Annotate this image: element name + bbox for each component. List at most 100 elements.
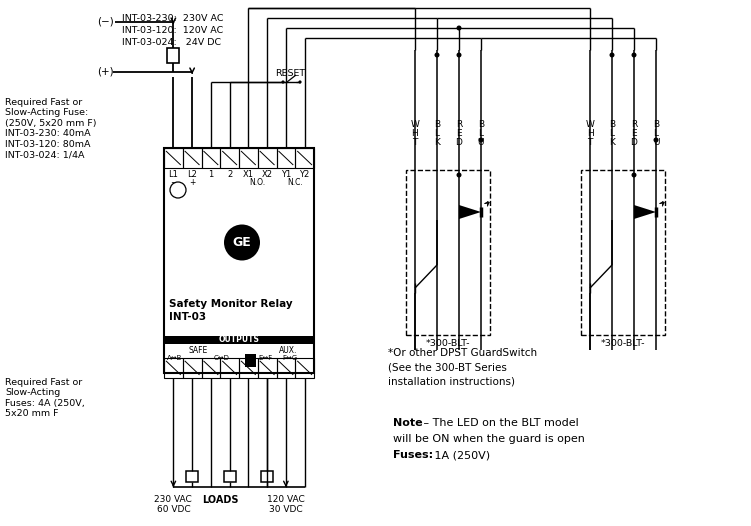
- Text: B: B: [653, 120, 659, 129]
- Text: installation instructions): installation instructions): [388, 376, 515, 386]
- Circle shape: [610, 53, 614, 57]
- Circle shape: [653, 137, 659, 143]
- Text: Fuses:: Fuses:: [393, 450, 433, 460]
- Text: (See the 300-BT Series: (See the 300-BT Series: [388, 362, 507, 372]
- Text: L: L: [435, 129, 439, 138]
- Text: E: E: [456, 129, 462, 138]
- Text: X2: X2: [261, 170, 273, 179]
- Text: A↔B: A↔B: [167, 355, 182, 361]
- Text: will be ON when the guard is open: will be ON when the guard is open: [393, 434, 585, 444]
- Bar: [201, 148, 220, 168]
- Text: 2: 2: [227, 170, 232, 179]
- Text: L2: L2: [187, 170, 197, 179]
- Text: *300-BLT-: *300-BLT-: [601, 339, 645, 348]
- Text: INT-03-230:  230V AC: INT-03-230: 230V AC: [122, 14, 224, 23]
- Bar: [239, 148, 258, 168]
- Text: 1A (250V): 1A (250V): [431, 450, 490, 460]
- Text: – The LED on the BLT model: – The LED on the BLT model: [420, 418, 579, 428]
- Text: N.C.: N.C.: [288, 178, 303, 187]
- Text: L: L: [610, 129, 614, 138]
- Text: L1: L1: [168, 170, 178, 179]
- Text: H: H: [412, 129, 418, 138]
- Text: Y2: Y2: [300, 170, 309, 179]
- Text: INT-03: INT-03: [169, 312, 206, 322]
- Bar: [182, 148, 201, 168]
- Text: D: D: [456, 138, 463, 147]
- Circle shape: [632, 53, 637, 57]
- Text: U: U: [478, 138, 484, 147]
- Text: R: R: [456, 120, 462, 129]
- Circle shape: [457, 173, 462, 177]
- Text: B: B: [478, 120, 484, 129]
- Circle shape: [282, 80, 285, 84]
- Bar: [167, 48, 179, 63]
- Bar: [258, 358, 276, 378]
- Text: *Or other DPST GuardSwitch: *Or other DPST GuardSwitch: [388, 348, 537, 358]
- Bar: [220, 148, 239, 168]
- Text: −: −: [170, 178, 176, 187]
- Text: L: L: [653, 129, 659, 138]
- Text: *300-BLT-: *300-BLT-: [426, 339, 470, 348]
- Bar: [182, 358, 201, 378]
- Bar: [201, 358, 220, 378]
- Text: F↔G: F↔G: [282, 355, 297, 361]
- Text: OUTPUTS: OUTPUTS: [219, 336, 259, 345]
- Bar: [295, 148, 314, 168]
- Text: X1: X1: [243, 170, 254, 179]
- Text: D: D: [631, 138, 638, 147]
- Bar: [246, 354, 256, 367]
- Text: INT-03-024:   24V DC: INT-03-024: 24V DC: [122, 38, 221, 47]
- Bar: [406, 170, 490, 335]
- Text: H: H: [587, 129, 593, 138]
- Text: L: L: [478, 129, 484, 138]
- Text: B: B: [609, 120, 615, 129]
- Text: E↔F: E↔F: [258, 355, 273, 361]
- Bar: [261, 471, 273, 482]
- Circle shape: [478, 137, 484, 143]
- Bar: [258, 148, 276, 168]
- Text: SAFE: SAFE: [189, 346, 208, 355]
- Bar: [164, 148, 182, 168]
- Text: 120 VAC
30 VDC: 120 VAC 30 VDC: [267, 495, 305, 514]
- Circle shape: [632, 173, 637, 177]
- Bar: [224, 471, 236, 482]
- Text: C↔D: C↔D: [213, 355, 229, 361]
- Circle shape: [435, 53, 439, 57]
- Text: 1: 1: [208, 170, 213, 179]
- Bar: [276, 358, 295, 378]
- Text: E: E: [631, 129, 637, 138]
- Text: U: U: [653, 138, 659, 147]
- Circle shape: [224, 225, 260, 260]
- Bar: [239, 358, 258, 378]
- Text: K: K: [609, 138, 615, 147]
- Bar: [186, 471, 198, 482]
- Text: T: T: [587, 138, 593, 147]
- Text: RESET: RESET: [275, 69, 305, 78]
- Bar: [276, 148, 295, 168]
- Circle shape: [170, 182, 186, 198]
- Polygon shape: [459, 205, 481, 219]
- Circle shape: [457, 53, 462, 57]
- Text: 230 VAC
60 VDC: 230 VAC 60 VDC: [155, 495, 192, 514]
- Bar: [164, 358, 182, 378]
- Text: W: W: [411, 120, 420, 129]
- Bar: [164, 148, 314, 373]
- Text: W: W: [586, 120, 595, 129]
- Circle shape: [298, 80, 302, 84]
- Text: Required Fast or
Slow-Acting
Fuses: 4A (250V,
5x20 mm F: Required Fast or Slow-Acting Fuses: 4A (…: [5, 378, 85, 418]
- Bar: [581, 170, 665, 335]
- Text: GE: GE: [233, 236, 252, 249]
- Text: K: K: [434, 138, 440, 147]
- Text: Note: Note: [393, 418, 423, 428]
- Bar: [220, 358, 239, 378]
- Text: Safety Monitor Relay: Safety Monitor Relay: [169, 299, 293, 309]
- Circle shape: [457, 25, 462, 31]
- Text: Y1: Y1: [281, 170, 291, 179]
- Text: Required Fast or
Slow-Acting Fuse:
(250V, 5x20 mm F)
INT-03-230: 40mA
INT-03-120: Required Fast or Slow-Acting Fuse: (250V…: [5, 98, 96, 159]
- Text: +: +: [189, 178, 195, 187]
- Text: N.O.: N.O.: [249, 178, 266, 187]
- Text: (−): (−): [97, 17, 113, 27]
- Bar: [164, 336, 314, 344]
- Text: R: R: [631, 120, 637, 129]
- Polygon shape: [634, 205, 656, 219]
